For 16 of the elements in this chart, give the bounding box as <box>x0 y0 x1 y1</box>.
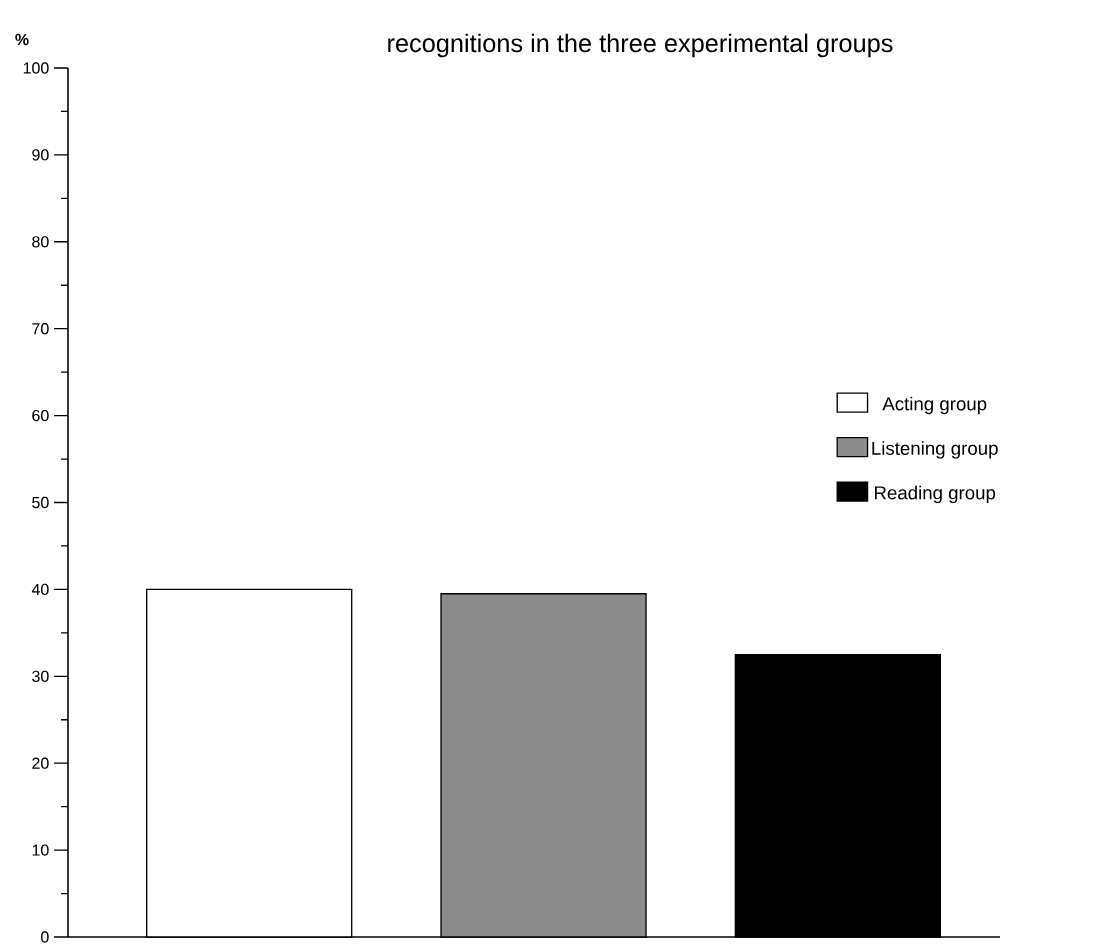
chart-title: recognitions in the three experimental groups <box>388 33 893 58</box>
y-tick-label: 30 <box>32 670 49 682</box>
y-tick-label: 20 <box>32 757 49 769</box>
legend-label: Acting group <box>882 396 987 415</box>
y-tick-label: 100 <box>23 62 49 74</box>
y-tick-label: 50 <box>32 496 49 509</box>
y-tick-label: 0 <box>41 931 49 943</box>
legend-label: Listening group <box>872 441 998 459</box>
y-tick-label: 70 <box>32 323 49 335</box>
y-axis-title: % <box>15 33 29 46</box>
y-tick-label: 10 <box>32 844 49 856</box>
y-tick-label: 80 <box>32 236 49 248</box>
y-tick-label: 40 <box>31 583 49 596</box>
y-tick-label: 90 <box>32 149 49 161</box>
y-tick-label: 60 <box>32 409 49 422</box>
legend-label: Reading group <box>875 485 996 504</box>
